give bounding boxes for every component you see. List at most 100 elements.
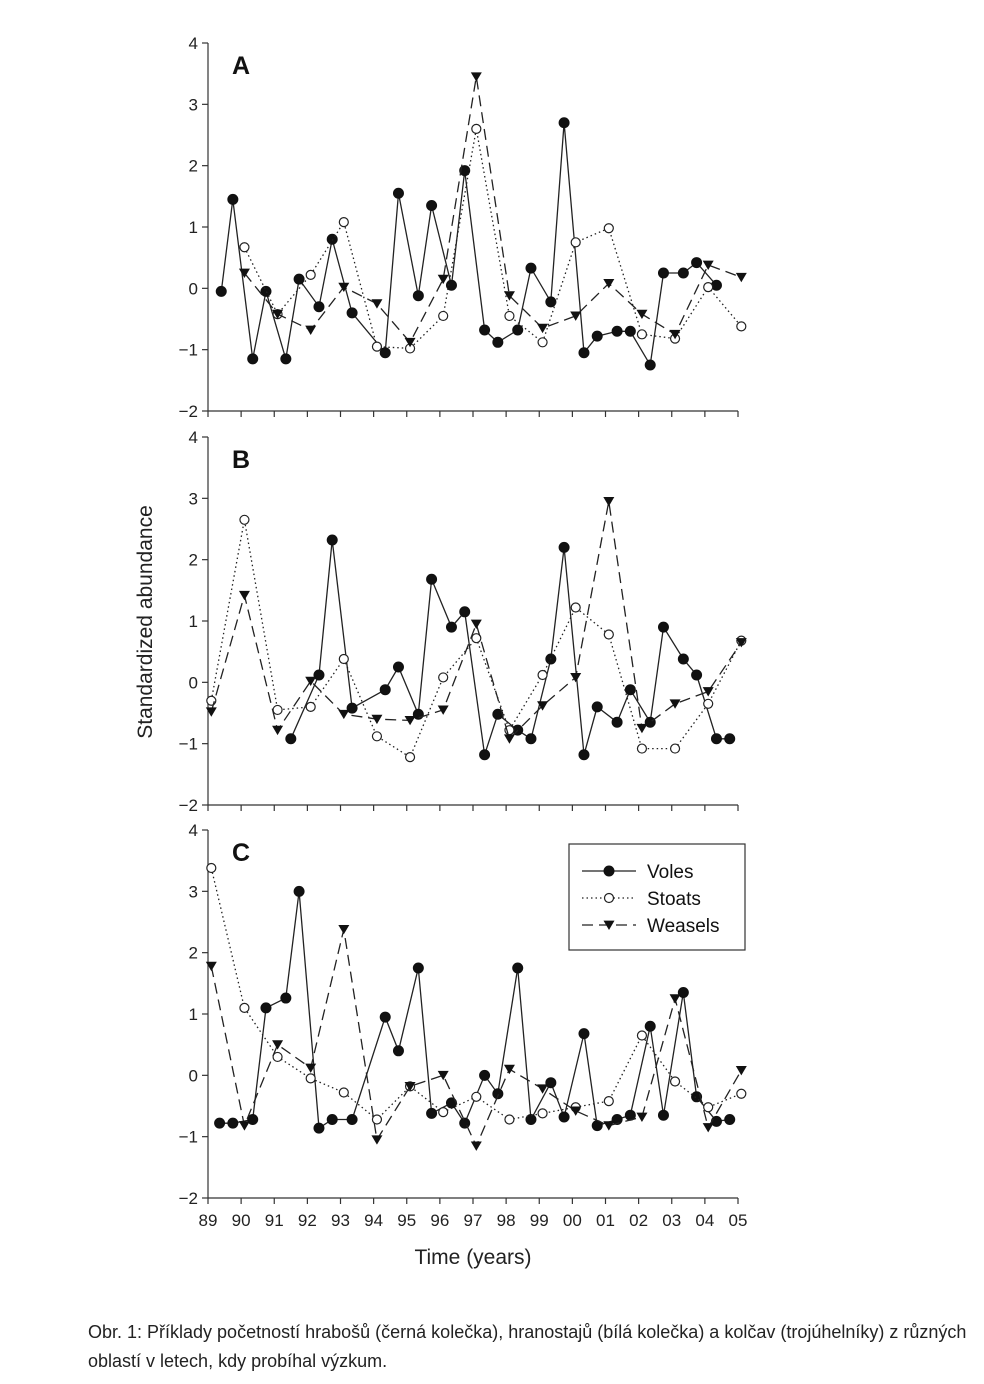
y-tick-label: 3 bbox=[189, 95, 198, 114]
data-point bbox=[735, 638, 747, 648]
data-point bbox=[558, 117, 570, 129]
data-point bbox=[703, 1102, 714, 1113]
series-weasels bbox=[205, 497, 747, 744]
data-point bbox=[570, 673, 582, 683]
data-point bbox=[657, 267, 669, 279]
x-tick-label: 02 bbox=[629, 1211, 648, 1230]
data-point bbox=[371, 1114, 383, 1125]
x-tick-label: 95 bbox=[397, 1211, 416, 1230]
data-point bbox=[644, 716, 656, 728]
panel-c: 4 3 2 1 0 −1 −2 C bbox=[179, 821, 747, 1208]
data-point bbox=[603, 497, 615, 507]
x-tick-label: 93 bbox=[331, 1211, 350, 1230]
y-axis-title: Standardized abundance bbox=[134, 505, 157, 739]
data-point bbox=[603, 1121, 615, 1131]
data-point bbox=[691, 257, 703, 269]
data-point bbox=[537, 701, 549, 711]
data-point bbox=[379, 347, 391, 359]
data-point bbox=[247, 1113, 259, 1125]
series-weasels bbox=[205, 924, 747, 1151]
x-axis: 89 90 91 92 93 94 95 96 97 98 99 00 01 02 03 04 05 bbox=[199, 1211, 748, 1230]
y-tick-label: −2 bbox=[179, 1189, 198, 1208]
data-point bbox=[503, 1064, 515, 1075]
data-point bbox=[227, 1117, 239, 1129]
data-point bbox=[346, 307, 358, 319]
data-point bbox=[603, 1095, 614, 1107]
data-point bbox=[238, 268, 250, 278]
data-point bbox=[371, 299, 383, 309]
data-point bbox=[412, 708, 424, 720]
data-point bbox=[677, 267, 689, 279]
data-point bbox=[677, 987, 689, 999]
data-point bbox=[636, 1030, 648, 1041]
data-point bbox=[338, 216, 349, 228]
panel-b: 4 3 2 1 0 −1 −2 B bbox=[179, 428, 747, 815]
y-tick-label: −2 bbox=[179, 796, 198, 815]
data-point bbox=[280, 992, 292, 1004]
data-point bbox=[392, 1045, 404, 1057]
legend-marker bbox=[603, 892, 615, 904]
data-point bbox=[215, 285, 227, 297]
data-point bbox=[702, 1123, 714, 1133]
data-point bbox=[205, 961, 217, 972]
data-point bbox=[239, 242, 250, 253]
data-point bbox=[736, 1088, 747, 1099]
data-point bbox=[537, 669, 548, 681]
y-tick-label: 4 bbox=[189, 34, 198, 53]
data-point bbox=[285, 733, 297, 745]
data-point bbox=[471, 1091, 482, 1102]
series-stoats bbox=[239, 123, 747, 354]
series-line bbox=[243, 128, 742, 350]
x-axis-title: Time (years) bbox=[414, 1246, 531, 1269]
data-point bbox=[471, 123, 482, 134]
series-stoats bbox=[206, 514, 747, 763]
series-voles bbox=[214, 885, 736, 1134]
data-point bbox=[558, 541, 570, 553]
data-point bbox=[644, 359, 656, 371]
data-point bbox=[636, 1112, 648, 1122]
data-point bbox=[280, 353, 292, 365]
data-point bbox=[438, 672, 449, 683]
panel-label: A bbox=[232, 52, 250, 80]
data-point bbox=[657, 621, 669, 633]
data-point bbox=[591, 701, 603, 713]
data-point bbox=[338, 924, 350, 935]
data-point bbox=[227, 193, 239, 205]
data-point bbox=[669, 743, 681, 754]
data-point bbox=[570, 602, 581, 613]
data-point bbox=[438, 310, 449, 322]
data-point bbox=[305, 325, 317, 335]
data-point bbox=[338, 1087, 349, 1098]
data-point bbox=[710, 1115, 722, 1127]
data-point bbox=[205, 707, 217, 717]
y-tick-label: 3 bbox=[189, 882, 198, 901]
data-point bbox=[702, 687, 714, 697]
y-tick-label: −1 bbox=[179, 735, 198, 754]
series-line bbox=[220, 122, 717, 367]
y-tick-label: 1 bbox=[189, 218, 198, 237]
data-point bbox=[459, 606, 471, 618]
data-point bbox=[735, 1066, 747, 1076]
data-point bbox=[313, 669, 325, 681]
x-tick-label: 91 bbox=[265, 1211, 284, 1230]
data-point bbox=[512, 324, 524, 336]
data-point bbox=[371, 714, 383, 725]
data-point bbox=[404, 1081, 416, 1092]
data-point bbox=[272, 1051, 283, 1063]
data-point bbox=[272, 725, 284, 736]
data-point bbox=[724, 1113, 736, 1125]
data-point bbox=[537, 1084, 549, 1094]
panel-label: C bbox=[232, 839, 250, 867]
y-tick-label: −1 bbox=[179, 341, 198, 360]
data-point bbox=[272, 1040, 284, 1050]
data-point bbox=[669, 699, 681, 709]
data-point bbox=[392, 661, 404, 673]
data-point bbox=[691, 669, 703, 681]
panel-label: B bbox=[232, 446, 250, 474]
data-point bbox=[404, 337, 416, 348]
y-tick-label: −1 bbox=[179, 1128, 198, 1147]
data-point bbox=[537, 1108, 548, 1119]
data-point bbox=[371, 341, 383, 352]
x-tick-label: 89 bbox=[199, 1211, 218, 1230]
data-point bbox=[404, 715, 416, 726]
